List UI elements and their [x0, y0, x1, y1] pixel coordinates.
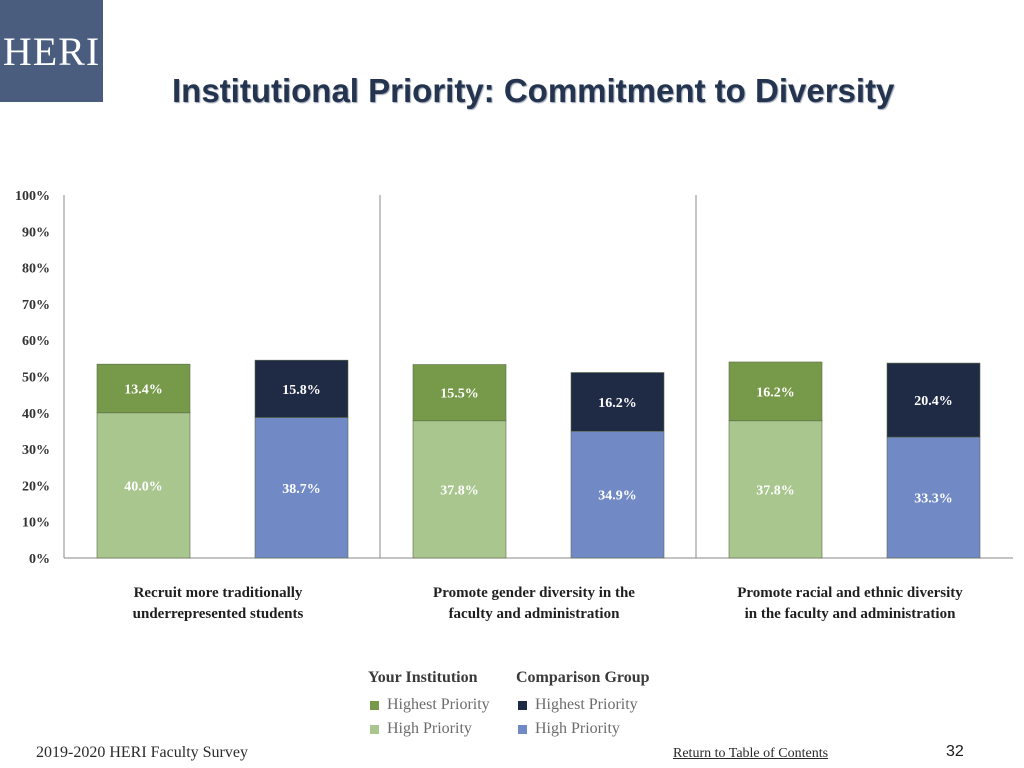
data-label: 37.8%	[440, 483, 479, 498]
y-tick-label: 30%	[22, 443, 50, 458]
bar-1-inst-highest	[96, 363, 191, 414]
category-label-1-line-1: Recruit more traditionally	[134, 585, 303, 601]
y-tick-label: 50%	[22, 371, 50, 386]
bar-3-comp-high	[886, 436, 981, 559]
bar-2-inst-highest	[412, 364, 507, 422]
legend-item-inst-highest: Highest Priority	[368, 693, 528, 717]
y-tick-label: 20%	[22, 479, 50, 494]
legend-label-comp-highest: Highest Priority	[535, 696, 638, 713]
legend-swatch-comp-highest	[518, 700, 527, 710]
legend-item-comp-high: High Priority	[516, 717, 676, 741]
bar-2-comp-high	[570, 431, 665, 559]
bar-2-inst-high	[412, 420, 507, 559]
data-label: 15.5%	[440, 387, 479, 402]
logo-text: HERI	[2, 28, 101, 74]
y-tick-label: 70%	[22, 298, 50, 313]
legend-swatch-comp-high	[518, 724, 527, 734]
data-label: 20.4%	[914, 394, 953, 409]
category-label-3-line-1: Promote racial and ethnic diversity	[737, 585, 963, 601]
data-label: 33.3%	[914, 492, 953, 507]
legend-label-comp-high: High Priority	[535, 720, 620, 737]
bar-1-comp-high	[254, 417, 349, 559]
legend-group-comparison: Comparison Group Highest Priority High P…	[516, 669, 676, 741]
data-label: 16.2%	[756, 385, 795, 400]
y-tick-label: 80%	[22, 262, 50, 277]
data-label: 15.8%	[282, 383, 321, 398]
category-label-2-line-1: Promote gender diversity in the	[433, 585, 635, 601]
data-label: 40.0%	[124, 479, 163, 494]
y-tick-label: 90%	[22, 225, 50, 240]
stacked-bar-chart: 100% 90% 80% 70% 60% 50% 40% 30% 20% 10% 0% 40.0% 13…	[15, 189, 1013, 622]
legend-swatch-inst-high	[370, 724, 379, 734]
category-label-3-line-2: in the faculty and administration	[745, 606, 957, 622]
page-number: 32	[946, 743, 964, 760]
data-label: 13.4%	[124, 382, 163, 397]
y-tick-label: 60%	[22, 334, 50, 349]
bar-3-inst-high	[728, 420, 823, 559]
y-tick-label: 100%	[15, 189, 50, 204]
legend-heading-your-institution: Your Institution	[368, 669, 478, 686]
category-label-1-line-2: underrepresented students	[133, 606, 304, 622]
legend-heading-comparison: Comparison Group	[516, 669, 650, 686]
data-label: 38.7%	[282, 482, 321, 497]
bar-1-inst-high	[96, 412, 191, 559]
bar-3-comp-highest	[886, 362, 981, 438]
bar-3-inst-highest	[728, 361, 823, 422]
data-label: 37.8%	[756, 483, 795, 498]
y-tick-label: 10%	[22, 516, 50, 531]
return-to-toc-link[interactable]: Return to Table of Contents	[673, 746, 829, 761]
y-tick-label: 40%	[22, 407, 50, 422]
bar-2-comp-highest	[570, 372, 665, 432]
bar-1-comp-highest	[254, 359, 349, 418]
data-label: 34.9%	[598, 489, 637, 504]
category-label-2-line-2: faculty and administration	[449, 606, 621, 622]
y-tick-label: 0%	[29, 552, 50, 567]
survey-footer: 2019-2020 HERI Faculty Survey	[36, 744, 248, 761]
page-title: Institutional Priority: Commitment to Di…	[172, 72, 895, 109]
legend-label-inst-high: High Priority	[387, 720, 472, 737]
heri-logo: HERI	[0, 0, 103, 102]
legend-label-inst-highest: Highest Priority	[387, 696, 490, 713]
data-label: 16.2%	[598, 396, 637, 411]
legend-group-your-institution: Your Institution Highest Priority High P…	[368, 669, 528, 741]
legend-item-inst-high: High Priority	[368, 717, 528, 741]
legend-item-comp-highest: Highest Priority	[516, 693, 676, 717]
legend-swatch-inst-highest	[370, 700, 379, 710]
